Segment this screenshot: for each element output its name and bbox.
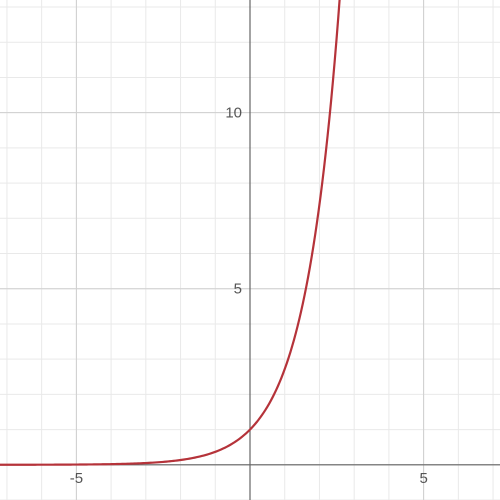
exponential-chart: -5 5 5 10: [0, 0, 500, 500]
y-tick-label: 5: [234, 281, 242, 298]
x-tick-label: -5: [70, 470, 83, 487]
chart-container: -5 5 5 10: [0, 0, 500, 500]
y-tick-label: 10: [225, 105, 242, 122]
x-tick-label: 5: [419, 470, 427, 487]
